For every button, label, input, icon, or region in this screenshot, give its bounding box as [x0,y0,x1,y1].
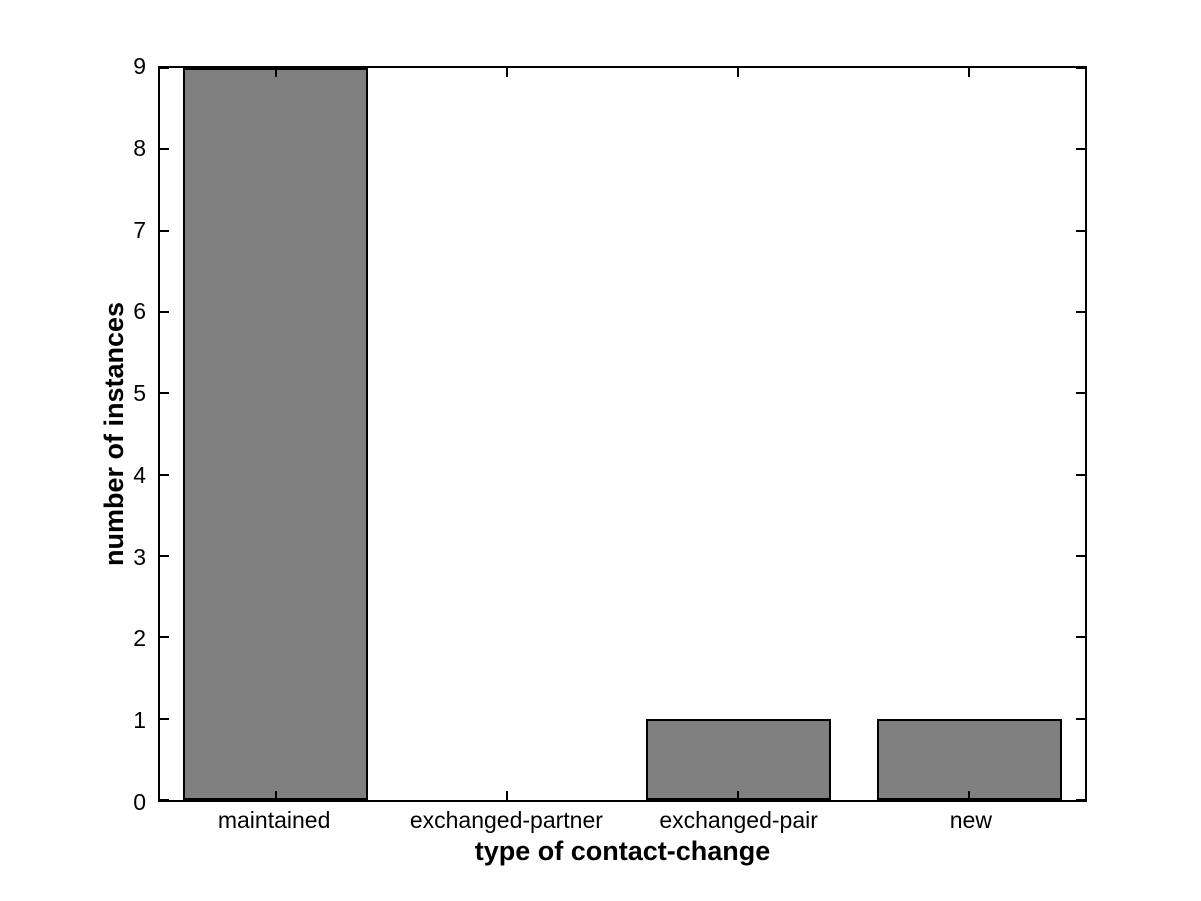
y-tick-mark [1076,636,1085,639]
y-tick-mark [1076,310,1085,313]
x-tick-mark [737,68,740,77]
y-tick-mark [160,717,169,720]
y-tick-label: 1 [133,707,146,734]
y-tick-mark [1076,229,1085,232]
y-tick-mark [160,229,169,232]
x-tick-label-new: new [949,807,992,833]
x-tick-label-maintained: maintained [217,807,331,833]
y-tick-label: 4 [133,461,146,488]
x-axis-label: type of contact-change [474,836,771,866]
bar-exchanged-pair [645,718,831,800]
y-tick-label: 0 [133,789,146,815]
plot-area [158,66,1087,802]
y-tick-mark [160,554,169,557]
y-tick-label: 5 [133,380,146,407]
y-tick-mark [160,392,169,395]
y-tick-label: 3 [133,543,146,570]
y-tick-label: 7 [133,216,146,243]
y-tick-label: 2 [133,625,146,652]
y-tick-label: 8 [133,134,146,161]
y-tick-mark [160,473,169,476]
y-tick-mark [1076,554,1085,557]
x-tick-mark [505,68,508,77]
y-tick-label: 9 [133,53,146,79]
x-tick-label-exchanged-pair: exchanged-pair [659,807,818,833]
x-tick-mark [968,68,971,77]
y-tick-mark [160,67,169,69]
x-tick-mark [968,791,971,800]
y-axis-label: number of instances [99,301,129,567]
y-tick-mark [1076,717,1085,720]
y-tick-label: 6 [133,298,146,325]
y-tick-mark [160,310,169,313]
bar-maintained [183,68,369,800]
y-tick-mark [160,636,169,639]
x-tick-mark [274,791,277,800]
y-tick-mark [160,148,169,151]
x-tick-mark [737,791,740,800]
x-tick-mark [274,68,277,77]
y-tick-mark [1076,799,1085,801]
bar-new [876,718,1062,800]
y-tick-mark [1076,67,1085,69]
x-tick-label-exchanged-partner: exchanged-partner [409,807,603,833]
x-tick-mark [505,791,508,800]
y-tick-mark [1076,473,1085,476]
y-tick-mark [1076,392,1085,395]
y-tick-mark [160,799,169,801]
y-tick-mark [1076,148,1085,151]
